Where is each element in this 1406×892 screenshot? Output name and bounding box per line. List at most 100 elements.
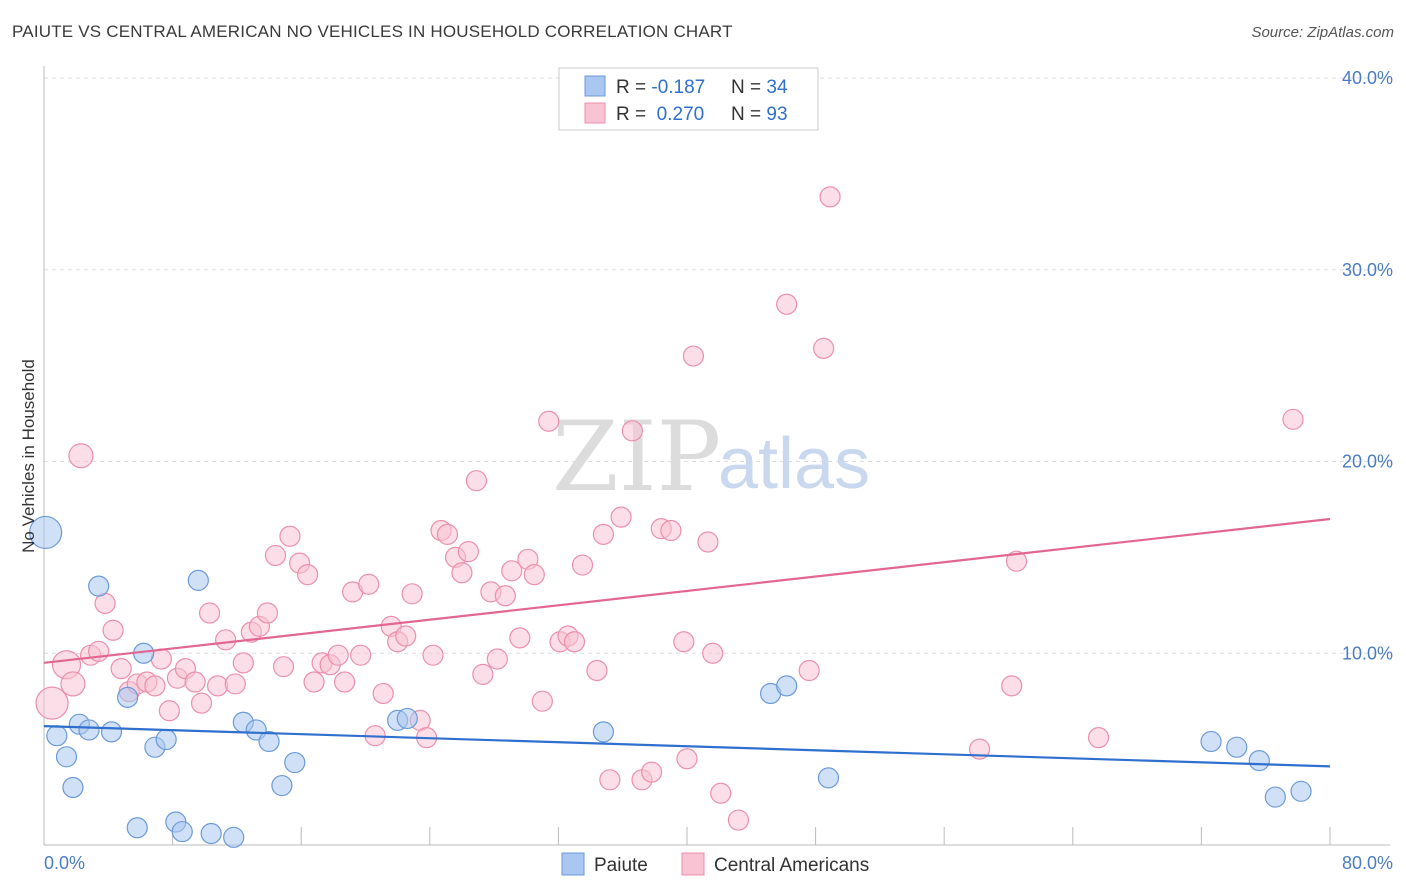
central-american-point bbox=[215, 629, 237, 651]
paiute-point bbox=[776, 675, 798, 697]
central-american-point bbox=[35, 686, 69, 720]
paiute-point bbox=[223, 826, 245, 848]
paiute-point bbox=[62, 776, 84, 799]
y-tick-label: 30.0% bbox=[1342, 260, 1393, 280]
central-american-point bbox=[1282, 408, 1304, 430]
central-american-point bbox=[682, 345, 705, 367]
central-american-point bbox=[501, 560, 523, 582]
central-american-point bbox=[586, 659, 608, 682]
central-american-point bbox=[422, 644, 444, 666]
central-american-point bbox=[798, 659, 820, 682]
central-american-point bbox=[190, 692, 213, 714]
central-american-point bbox=[531, 690, 553, 712]
central-american-point bbox=[436, 523, 459, 545]
watermark: ZIP atlas bbox=[552, 401, 870, 513]
paiute-point bbox=[171, 820, 193, 843]
central-american-point bbox=[144, 675, 166, 697]
legend-swatch-central bbox=[584, 102, 606, 124]
paiute-point bbox=[116, 686, 139, 708]
x-tick-label: 80.0% bbox=[1342, 853, 1393, 873]
central-american-point bbox=[297, 564, 319, 586]
legend-n-value: 34 bbox=[766, 77, 788, 98]
central-american-point bbox=[968, 738, 991, 760]
paiute-point bbox=[1226, 736, 1248, 758]
central-american-point bbox=[697, 531, 719, 553]
central-american-point bbox=[592, 523, 615, 545]
central-american-point bbox=[457, 541, 479, 563]
paiute-point bbox=[46, 725, 68, 747]
data-points bbox=[29, 186, 1312, 848]
bottom-legend-label-paiute: Paiute bbox=[594, 855, 648, 876]
central-american-point bbox=[102, 619, 124, 641]
paiute-point bbox=[1200, 730, 1222, 753]
gridlines bbox=[44, 77, 1390, 654]
central-american-point bbox=[327, 644, 349, 666]
central-american-point bbox=[232, 652, 254, 674]
central-american-point bbox=[451, 562, 473, 584]
bottom-legend-label-central: Central Americans bbox=[714, 855, 869, 876]
central-american-point bbox=[350, 644, 372, 666]
paiute-point bbox=[126, 817, 148, 839]
central-american-point bbox=[264, 544, 287, 567]
legend-swatch-paiute bbox=[584, 75, 606, 97]
watermark-zip: ZIP bbox=[552, 401, 721, 513]
legend-n-value: 93 bbox=[766, 104, 787, 125]
central-american-point bbox=[1087, 727, 1110, 749]
legend-r-label: R = bbox=[616, 104, 651, 125]
svg-text:R = -0.187: R = -0.187 bbox=[616, 77, 705, 98]
central-american-point bbox=[509, 627, 531, 649]
paiute-point bbox=[258, 730, 280, 753]
paiute-point bbox=[1290, 780, 1312, 802]
paiute-trend-line bbox=[43, 725, 1331, 768]
central-american-point bbox=[472, 663, 494, 685]
central-american-point bbox=[673, 631, 695, 653]
bottom-legend-swatch-paiute bbox=[561, 852, 585, 876]
paiute-point bbox=[29, 515, 63, 550]
central-american-point bbox=[272, 656, 295, 678]
central-american-point bbox=[465, 470, 488, 492]
y-tick-label: 10.0% bbox=[1342, 643, 1393, 663]
central-american-point bbox=[198, 602, 221, 624]
paiute-point bbox=[817, 767, 840, 789]
central-american-trend-line bbox=[43, 517, 1331, 664]
paiute-point bbox=[200, 822, 222, 845]
legend-r-value: 0.270 bbox=[651, 104, 704, 125]
central-american-point bbox=[60, 671, 86, 697]
svg-text:R = 0.270: R = 0.270 bbox=[616, 104, 704, 125]
paiute-point bbox=[100, 721, 123, 743]
central-american-point bbox=[727, 809, 750, 831]
x-tick-label: 0.0% bbox=[44, 853, 85, 873]
tick-labels: 10.0% 20.0% 30.0% 40.0% 0.0% 80.0% bbox=[44, 68, 1393, 873]
central-american-point bbox=[358, 573, 380, 595]
paiute-point bbox=[1248, 750, 1270, 772]
central-american-point bbox=[819, 186, 841, 208]
paiute-point bbox=[55, 746, 78, 768]
legend-r-value: -0.187 bbox=[651, 77, 705, 98]
central-american-point bbox=[523, 564, 545, 586]
paiute-point bbox=[1264, 786, 1286, 808]
central-american-point bbox=[621, 420, 643, 442]
chart-source: Source: ZipAtlas.com bbox=[1251, 24, 1394, 41]
paiute-point bbox=[284, 751, 306, 774]
legend-r-label: R = bbox=[616, 77, 651, 98]
legend-n-label: N = bbox=[731, 104, 766, 125]
chart-title: PAIUTE VS CENTRAL AMERICAN NO VEHICLES I… bbox=[12, 22, 733, 41]
y-tick-label: 20.0% bbox=[1342, 452, 1393, 472]
central-american-point bbox=[207, 675, 229, 697]
bottom-legend: Paiute Central Americans bbox=[561, 852, 869, 876]
central-american-point bbox=[676, 748, 698, 770]
y-axis-label: No Vehicles in Household bbox=[19, 359, 38, 553]
central-american-point bbox=[184, 671, 206, 693]
central-american-point bbox=[158, 700, 180, 722]
paiute-point bbox=[187, 569, 209, 591]
central-american-point bbox=[571, 554, 594, 576]
paiute-point bbox=[592, 721, 615, 743]
svg-text:N = 93: N = 93 bbox=[731, 104, 788, 125]
bottom-legend-swatch-central bbox=[681, 852, 705, 876]
central-american-point bbox=[641, 761, 663, 783]
y-tick-label: 40.0% bbox=[1342, 68, 1393, 88]
central-american-point bbox=[660, 519, 682, 542]
central-american-point bbox=[610, 506, 632, 528]
central-american-point bbox=[702, 642, 724, 664]
